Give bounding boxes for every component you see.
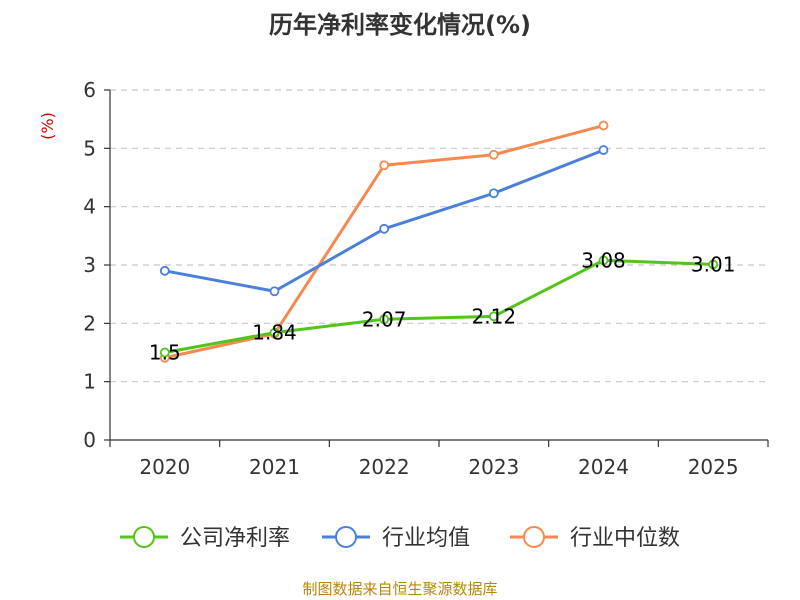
data-point[interactable]: [379, 314, 390, 325]
data-label: 2.12: [472, 304, 517, 328]
legend-item-1[interactable]: 行业均值: [322, 526, 470, 551]
legend-marker: [133, 526, 155, 548]
data-point[interactable]: [269, 327, 280, 338]
series-0: [159, 255, 719, 358]
y-tick-label: 0: [83, 428, 96, 452]
data-point[interactable]: [488, 311, 499, 322]
data-label: 1.5: [149, 341, 181, 365]
legend-item-2[interactable]: 行业中位数: [510, 526, 680, 551]
data-point[interactable]: [598, 145, 609, 155]
legend[interactable]: 公司净利率 行业均值 行业中位数: [120, 526, 680, 551]
y-tick-label: 2: [83, 311, 96, 335]
source-note: 制图数据来自恒生聚源数据库: [302, 580, 497, 598]
series-1: [159, 145, 609, 297]
y-tick-label: 1: [83, 370, 96, 394]
y-tick-label: 6: [83, 78, 96, 102]
data-point[interactable]: [488, 149, 499, 160]
y-tick-label: 3: [83, 253, 96, 277]
data-point[interactable]: [708, 259, 719, 270]
series-layer: [159, 120, 719, 363]
legend-label: 公司净利率: [180, 526, 290, 551]
legend-marker: [523, 526, 545, 548]
x-tick-label: 2025: [688, 455, 739, 479]
x-tick-label: 2021: [249, 455, 300, 479]
data-point[interactable]: [488, 188, 499, 199]
data-labels: 1.5 1.84 2.07 2.12 3.08 3.01: [149, 248, 736, 364]
data-point[interactable]: [159, 265, 170, 276]
legend-item-0[interactable]: 公司净利率: [120, 526, 290, 551]
data-label: 1.84: [252, 321, 297, 345]
data-point[interactable]: [598, 255, 609, 266]
data-label: 3.08: [581, 248, 626, 272]
y-axis-label: (%): [38, 112, 57, 140]
y-tick-label: 4: [83, 195, 96, 219]
grid-lines: [110, 89, 768, 383]
data-point[interactable]: [379, 160, 390, 171]
data-point[interactable]: [379, 223, 390, 234]
axes: 0 1 2 3 4 5 6 2020 2021 2022 2023 2024 2025: [83, 78, 769, 479]
data-label: 3.01: [691, 252, 736, 276]
series-line: [163, 148, 605, 293]
data-point[interactable]: [269, 286, 280, 297]
y-tick-label: 5: [83, 136, 96, 160]
x-tick-label: 2023: [468, 455, 519, 479]
x-tick-label: 2024: [578, 455, 629, 479]
chart-title: 历年净利率变化情况(%): [269, 11, 531, 39]
x-tick-label: 2020: [139, 455, 190, 479]
legend-marker: [335, 526, 357, 548]
legend-label: 行业中位数: [570, 526, 680, 551]
legend-label: 行业均值: [382, 526, 470, 551]
series-line: [163, 258, 715, 354]
x-tick-label: 2022: [359, 455, 410, 479]
data-point[interactable]: [598, 120, 609, 131]
data-point[interactable]: [159, 347, 170, 358]
data-label: 2.07: [362, 307, 407, 331]
